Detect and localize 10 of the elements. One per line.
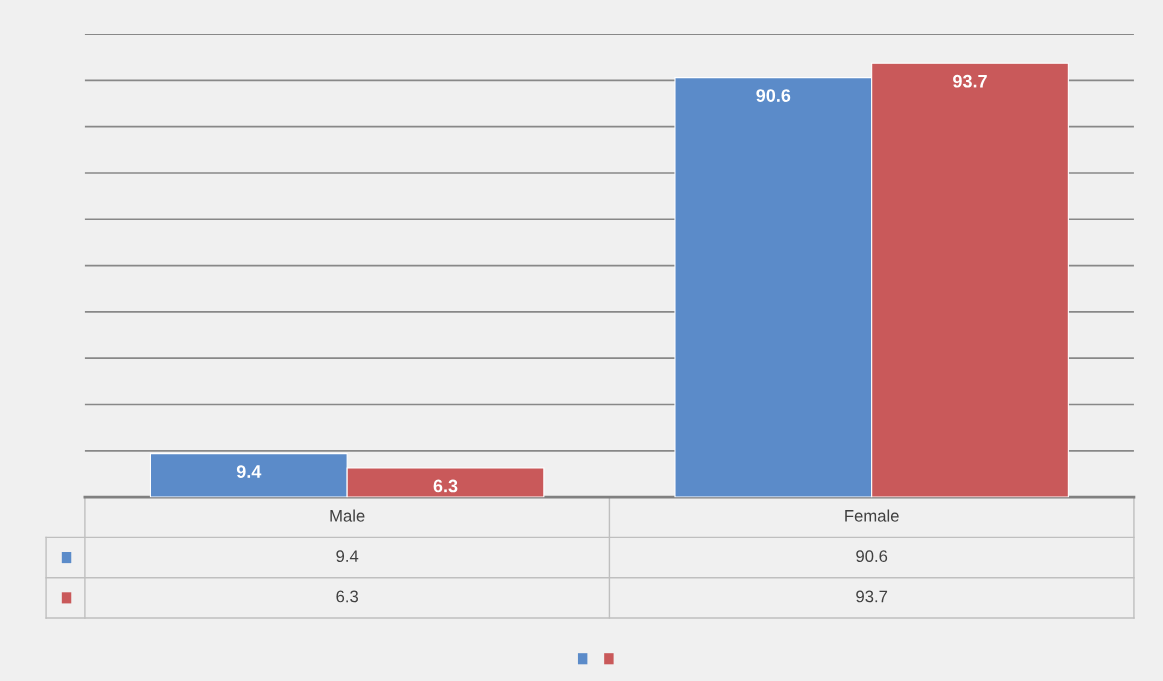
- x-tick-label: Female: [845, 509, 899, 522]
- x-tick-label: Male: [330, 509, 365, 522]
- text: 93.7: [856, 590, 888, 603]
- data-label: 6.3: [433, 479, 458, 493]
- data-label: 90.6: [756, 89, 791, 102]
- text: 9.4: [336, 550, 359, 563]
- data-label: 93.7: [953, 74, 987, 88]
- text: 6.3: [336, 590, 359, 603]
- text: 90.6: [856, 550, 888, 563]
- data-label: 9.4: [236, 465, 262, 478]
